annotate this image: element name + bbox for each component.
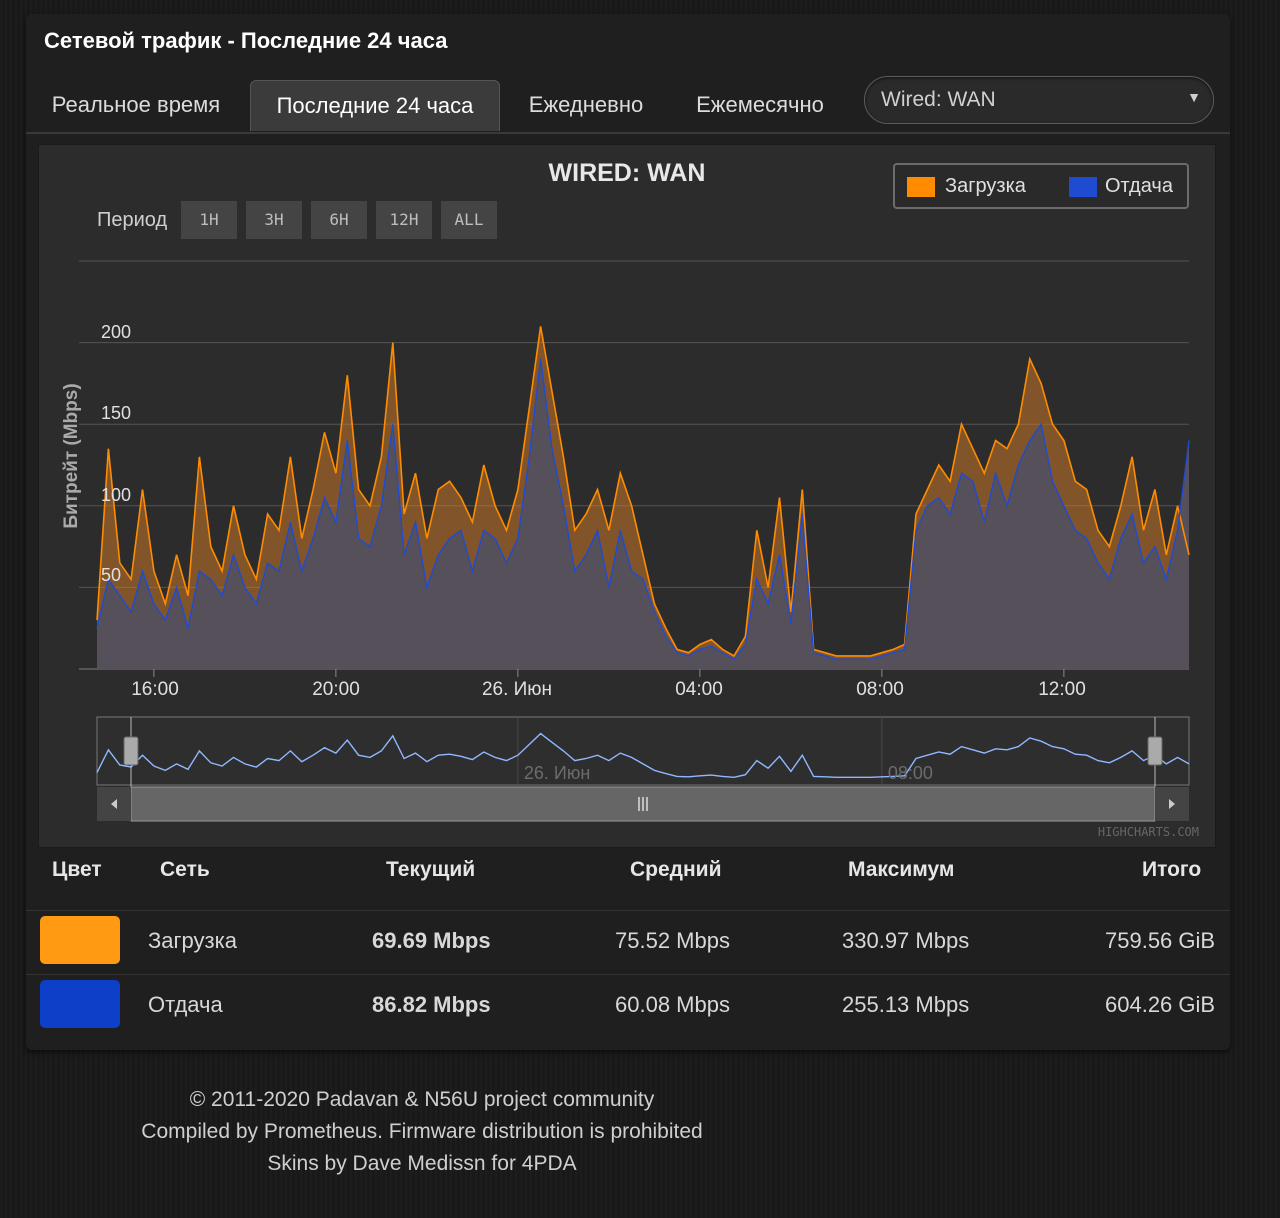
tab-daily[interactable]: Ежедневно [528, 92, 644, 117]
traffic-chart: 26. Июн 08:00 WIRED: WAN Загрузка Отдача … [38, 144, 1216, 848]
navigator-series-line [96, 732, 1190, 779]
navigator-handle [123, 736, 139, 766]
row-divider [26, 974, 1230, 975]
period-button-6h[interactable]: 6H [311, 201, 367, 239]
legend-swatch-download [907, 177, 935, 197]
chevron-left-icon [111, 799, 117, 809]
interface-select-value: Wired: WAN [881, 88, 996, 111]
highcharts-credits[interactable]: HIGHCHARTS.COM [1097, 825, 1199, 839]
x-tick-label: 04:00 [675, 679, 723, 700]
footer-copyright: © 2011-2020 Padavan & N56U project commu… [189, 1088, 655, 1111]
cell-current: 86.82 Mbps [372, 992, 491, 1017]
header-network: Сеть [160, 858, 210, 881]
chart-svg: 26. Июн 08:00 [79, 260, 1190, 822]
row-divider [26, 910, 1230, 911]
x-tick-label: 20:00 [312, 679, 360, 700]
header-average: Средний [630, 858, 722, 881]
cell-max: 255.13 Mbps [842, 992, 970, 1017]
cell-current: 69.69 Mbps [372, 928, 491, 953]
x-tick-label: 08:00 [856, 679, 904, 700]
interface-select[interactable]: Wired: WAN ▼ [864, 76, 1214, 124]
y-axis-title: Битрейт (Mbps) [61, 383, 82, 529]
x-tick-label: 16:00 [131, 679, 179, 700]
period-button-1h[interactable]: 1H [181, 201, 237, 239]
legend-item-upload[interactable]: Отдача [1105, 175, 1173, 197]
panel-title: Сетевой трафик - Последние 24 часа [44, 28, 448, 53]
cell-max: 330.97 Mbps [842, 928, 970, 953]
chevron-right-icon [1169, 799, 1175, 809]
cell-total: 759.56 GiB [1105, 928, 1216, 953]
cell-average: 75.52 Mbps [615, 928, 730, 953]
period-tabs: Реальное время Последние 24 часа Ежеднев… [26, 78, 1230, 134]
header-total: Итого [1142, 858, 1202, 881]
navigator-handle [1147, 736, 1163, 766]
legend-item-download[interactable]: Загрузка [945, 175, 1026, 197]
color-swatch-download [40, 916, 120, 964]
chevron-down-icon: ▼ [1187, 89, 1201, 105]
header-color: Цвет [52, 858, 102, 881]
footer-skins: Skins by Dave Medissn for 4PDA [267, 1152, 577, 1175]
footer-compiled: Compiled by Prometheus. Firmware distrib… [141, 1120, 703, 1143]
series-area-upload [97, 358, 1189, 669]
tab-last-24h[interactable]: Последние 24 часа [250, 80, 500, 131]
x-tick-label: 12:00 [1038, 679, 1086, 700]
period-button-12h[interactable]: 12H [376, 201, 432, 239]
navigator-label: 26. Июн [524, 763, 590, 783]
series-line-upload [96, 358, 1190, 661]
legend-swatch-upload [1069, 177, 1097, 197]
x-tick-label: 26. Июн [481, 679, 553, 700]
period-button-all[interactable]: ALL [441, 201, 497, 239]
header-max: Максимум [848, 858, 955, 881]
navigator-window [96, 716, 1190, 786]
tab-realtime[interactable]: Реальное время [51, 92, 221, 117]
period-button-3h[interactable]: 3H [246, 201, 302, 239]
y-tick-label: 100 [101, 485, 132, 505]
color-swatch-upload [40, 980, 120, 1028]
cell-average: 60.08 Mbps [615, 992, 730, 1017]
period-label: Период [97, 209, 168, 231]
chart-legend: Загрузка Отдача [893, 163, 1189, 209]
y-tick-label: 150 [101, 403, 132, 423]
tab-monthly[interactable]: Ежемесячно [696, 92, 824, 117]
header-current: Текущий [386, 858, 476, 881]
cell-total: 604.26 GiB [1105, 992, 1216, 1017]
series-line-download [96, 326, 1190, 657]
chart-title: WIRED: WAN [548, 159, 706, 187]
y-tick-label: 50 [101, 565, 122, 585]
y-tick-label: 200 [101, 322, 132, 342]
cell-network: Загрузка [148, 928, 237, 953]
cell-network: Отдача [148, 992, 223, 1017]
navigator-label: 08:00 [888, 763, 933, 783]
